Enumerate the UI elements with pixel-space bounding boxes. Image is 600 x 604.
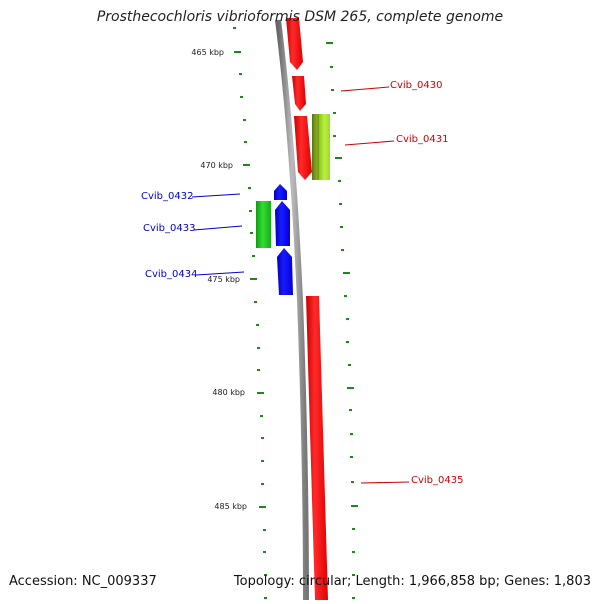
scale-tick	[252, 255, 255, 257]
gene-cvib-0432	[274, 184, 287, 200]
scale-tick	[343, 272, 350, 274]
scale-tick	[350, 433, 353, 435]
scale-tick	[243, 164, 250, 166]
scale-tick	[261, 460, 264, 462]
scale-tick	[257, 392, 264, 394]
scale-tick	[352, 574, 355, 576]
scale-tick	[346, 341, 349, 343]
scale-tick	[240, 96, 243, 98]
scale-tick	[234, 51, 241, 53]
scale-tick	[261, 437, 264, 439]
scale-tick	[263, 529, 266, 531]
scale-tick	[244, 141, 247, 143]
scale-tick	[239, 73, 242, 75]
scale-tick	[260, 415, 263, 417]
scale-tick	[352, 551, 355, 553]
gene-label-cvib-0433[interactable]: Cvib_0433	[143, 223, 196, 234]
scale-label-465: 465 kbp	[191, 48, 224, 57]
scale-tick	[346, 318, 349, 320]
feature-lime	[319, 114, 330, 180]
scale-label-485: 485 kbp	[214, 502, 247, 511]
scale-tick	[264, 597, 267, 599]
gene-cvib-0434	[277, 248, 293, 295]
scale-tick	[351, 505, 358, 507]
scale-tick	[248, 187, 251, 189]
scale-tick	[257, 347, 260, 349]
scale-tick	[341, 249, 344, 251]
genome-backbone	[275, 19, 309, 601]
scale-tick	[261, 483, 264, 485]
scale-label-470: 470 kbp	[200, 161, 233, 170]
gene-cvib-0435	[306, 296, 328, 600]
gene-label-cvib-0434[interactable]: Cvib_0434	[145, 269, 198, 280]
scale-tick	[352, 597, 355, 599]
scale-label-475: 475 kbp	[207, 275, 240, 284]
leader-line-cvib-0434	[195, 271, 245, 276]
scale-tick	[351, 481, 354, 483]
gene-cvib-0430	[292, 76, 306, 111]
gene-cvib-0433	[275, 201, 290, 246]
scale-tick	[340, 226, 343, 228]
scale-tick	[335, 157, 342, 159]
scale-tick	[352, 528, 355, 530]
leader-line-cvib-0430	[340, 86, 390, 92]
scale-tick	[249, 210, 252, 212]
genome-stats-text: Topology: circular; Length: 1,966,858 bp…	[233, 574, 591, 589]
gene-label-cvib-0435[interactable]: Cvib_0435	[411, 475, 464, 486]
feature-olive	[312, 114, 321, 180]
gene-cvib-0429	[286, 18, 303, 70]
scale-tick	[250, 232, 253, 234]
scale-tick	[330, 66, 333, 68]
leader-line-cvib-0435	[360, 481, 410, 484]
scale-tick	[348, 364, 351, 366]
accession-text: Accession: NC_009337	[9, 574, 157, 589]
feature-green	[256, 201, 271, 248]
scale-tick	[256, 324, 259, 326]
scale-tick	[233, 27, 236, 29]
gene-cvib-0431	[294, 116, 312, 180]
genome-title: Prosthecochloris vibrioformis DSM 265, c…	[96, 9, 504, 25]
scale-tick	[347, 387, 354, 389]
scale-tick	[254, 301, 257, 303]
gene-label-cvib-0430[interactable]: Cvib_0430	[390, 80, 443, 91]
gene-label-cvib-0432[interactable]: Cvib_0432	[141, 191, 194, 202]
scale-tick	[259, 506, 266, 508]
scale-tick	[344, 295, 347, 297]
leader-line-cvib-0432	[191, 193, 241, 198]
scale-tick	[257, 369, 260, 371]
gene-label-cvib-0431[interactable]: Cvib_0431	[396, 134, 449, 145]
leader-line-cvib-0433	[193, 225, 243, 231]
scale-tick	[331, 89, 334, 91]
leader-line-cvib-0431	[344, 140, 395, 146]
scale-label-480: 480 kbp	[212, 388, 245, 397]
scale-tick	[339, 203, 342, 205]
scale-tick	[333, 135, 336, 137]
scale-tick	[326, 42, 333, 44]
scale-tick	[250, 278, 257, 280]
scale-tick	[338, 180, 341, 182]
scale-tick	[349, 409, 352, 411]
scale-tick	[264, 574, 267, 576]
scale-tick	[243, 119, 246, 121]
scale-tick	[350, 456, 353, 458]
scale-tick	[263, 551, 266, 553]
scale-tick	[333, 112, 336, 114]
